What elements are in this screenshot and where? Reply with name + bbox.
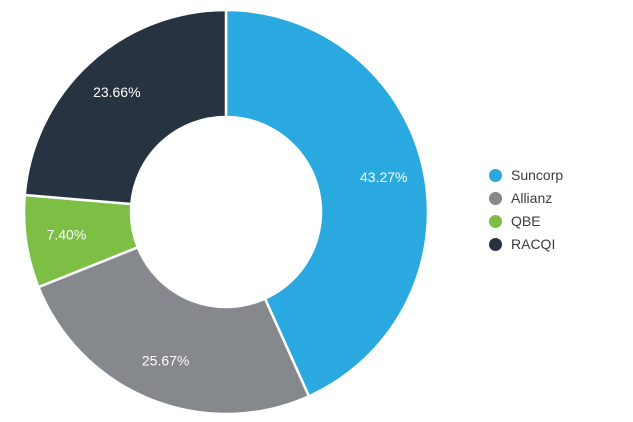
legend-swatch-icon: [489, 237, 502, 251]
slice-racqi[interactable]: [23, 8, 228, 206]
slice-value-label: 25.67%: [142, 352, 189, 368]
legend-item-allianz[interactable]: Allianz: [489, 191, 563, 205]
legend-swatch-icon: [489, 191, 502, 205]
donut-chart: 43.27% 25.67% 7.40% 23.66%: [22, 8, 430, 416]
legend-item-label: Allianz: [511, 190, 553, 206]
slice-value-label: 7.40%: [47, 227, 87, 243]
chart-legend: Suncorp Allianz QBE RACQI: [489, 168, 563, 251]
legend-item-qbe[interactable]: QBE: [489, 214, 563, 228]
legend-item-label: RACQI: [511, 236, 556, 252]
legend-swatch-icon: [489, 168, 502, 182]
legend-item-suncorp[interactable]: Suncorp: [489, 168, 563, 182]
slice-value-label: 43.27%: [360, 169, 407, 185]
legend-swatch-icon: [489, 214, 502, 228]
slice-value-label: 23.66%: [93, 84, 140, 100]
legend-item-racqi[interactable]: RACQI: [489, 237, 563, 251]
legend-item-label: Suncorp: [511, 167, 564, 183]
slice-allianz[interactable]: [37, 246, 311, 416]
slice-suncorp[interactable]: [224, 8, 430, 398]
legend-item-label: QBE: [511, 213, 541, 229]
